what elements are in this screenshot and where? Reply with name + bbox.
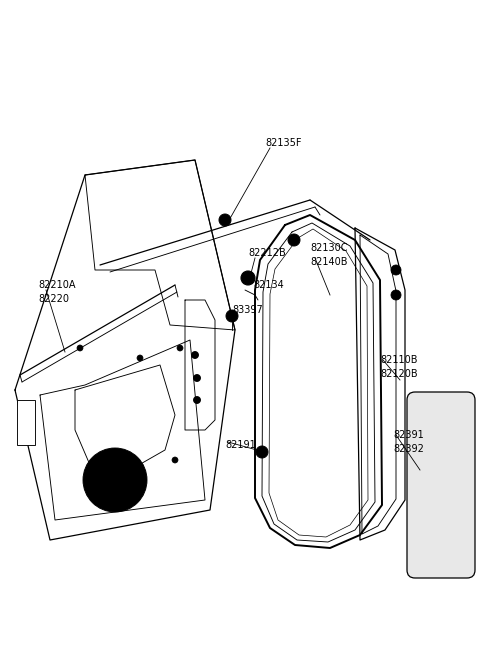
Text: 82392: 82392 [393,444,424,454]
Circle shape [226,310,238,322]
Circle shape [288,234,300,246]
Circle shape [172,457,178,463]
Circle shape [193,375,201,381]
Text: 82140B: 82140B [310,257,348,267]
Circle shape [192,352,199,358]
Circle shape [95,460,135,500]
Text: 82391: 82391 [393,430,424,440]
Circle shape [256,446,268,458]
Circle shape [391,290,401,300]
Circle shape [245,275,251,281]
Circle shape [137,355,143,361]
Bar [17,400,35,445]
Circle shape [241,271,255,285]
Circle shape [219,214,231,226]
Text: 82212B: 82212B [248,248,286,258]
Text: 82220: 82220 [38,294,69,304]
Circle shape [291,238,297,242]
Text: 82130C: 82130C [310,243,348,253]
Circle shape [177,345,183,351]
Text: 83397: 83397 [232,305,263,315]
FancyBboxPatch shape [407,392,475,578]
Text: 82110B: 82110B [380,355,418,365]
Text: 82134: 82134 [253,280,284,290]
Circle shape [223,218,227,222]
Text: 82120B: 82120B [380,369,418,379]
Circle shape [83,448,147,512]
Text: 82191: 82191 [225,440,256,450]
Circle shape [193,396,201,403]
Text: 82210A: 82210A [38,280,75,290]
Circle shape [260,449,264,455]
Text: 82135F: 82135F [265,138,301,148]
Circle shape [391,265,401,275]
Circle shape [77,345,83,351]
